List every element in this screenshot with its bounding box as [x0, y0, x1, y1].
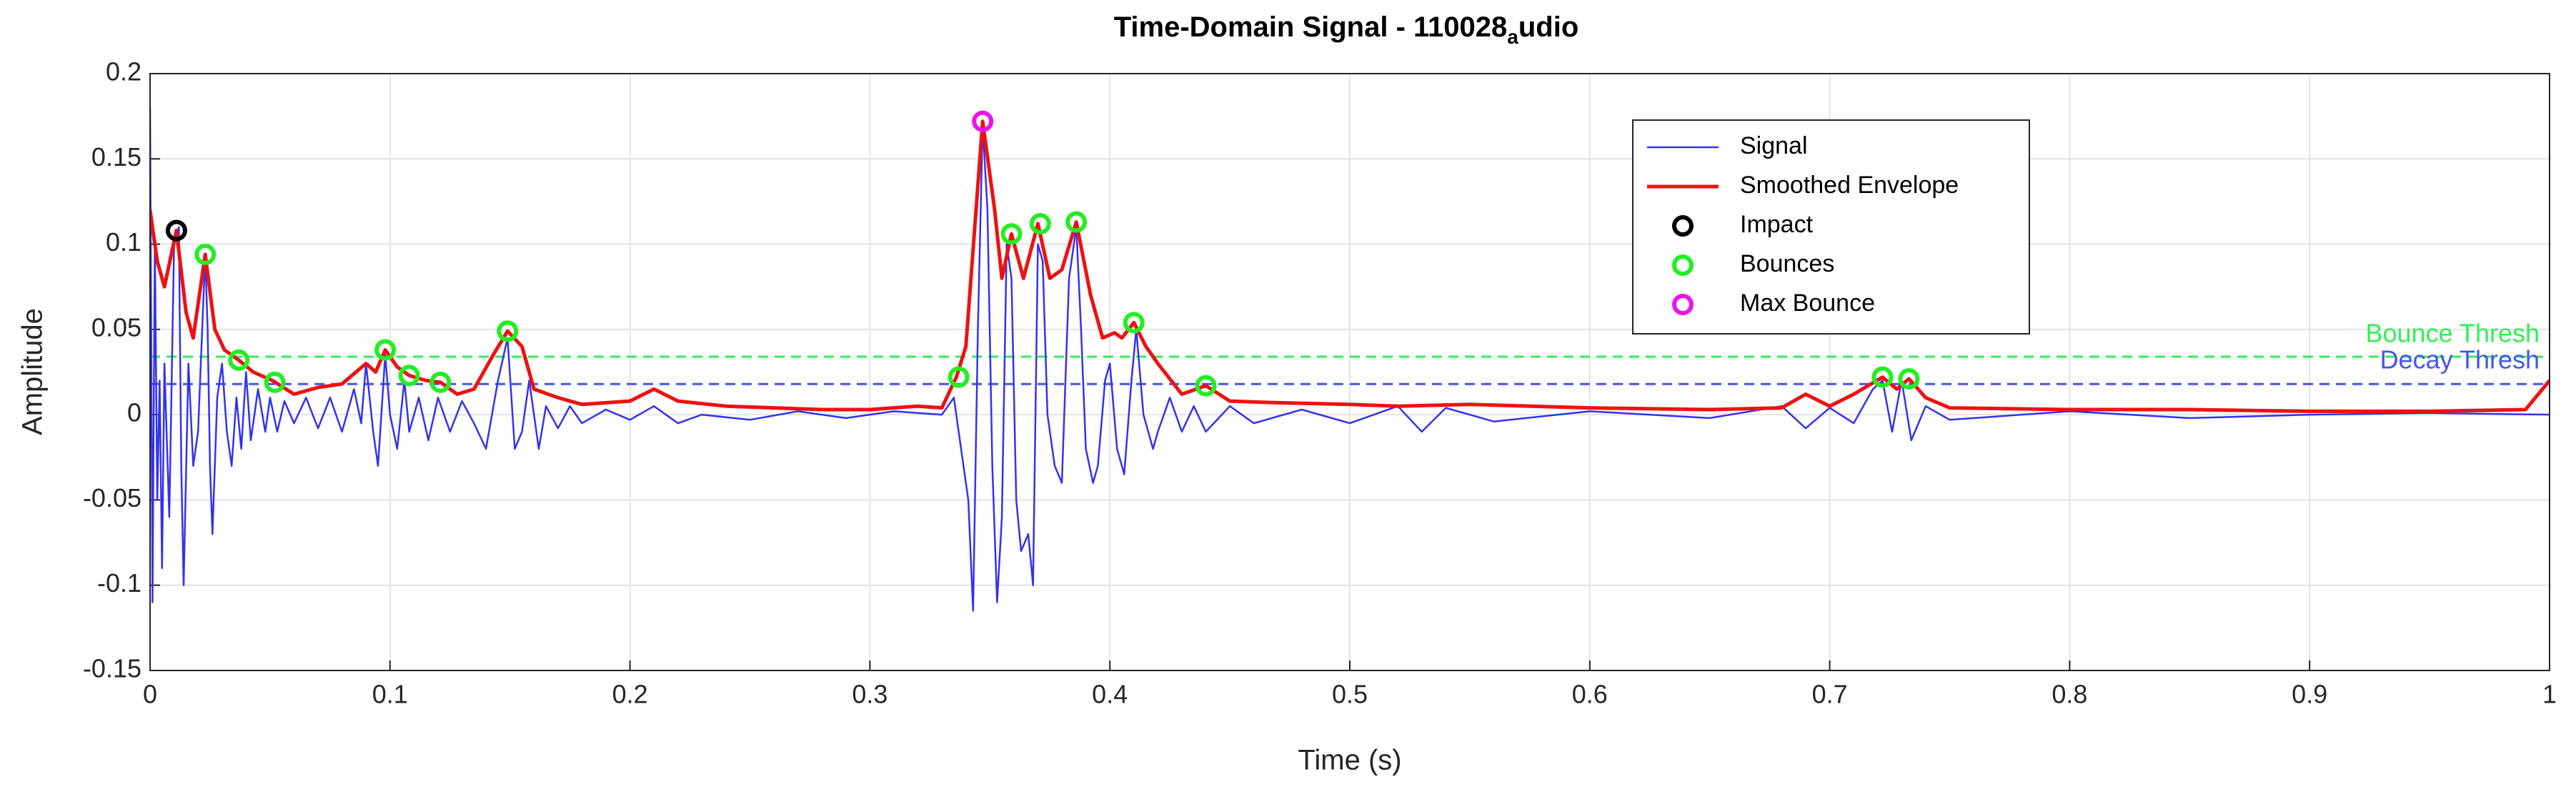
marker — [264, 371, 286, 393]
y-axis-label: Amplitude — [17, 308, 49, 435]
marker — [374, 339, 397, 361]
title-main: Time-Domain Signal - 110028 — [1114, 11, 1508, 43]
x-tick-label: 0.9 — [2292, 680, 2327, 709]
y-tick-label: 0.1 — [106, 227, 141, 257]
legend-label: Signal — [1740, 132, 1808, 159]
x-tick-label: 0 — [143, 680, 157, 709]
y-tick-label: -0.05 — [83, 483, 141, 513]
y-tick-label: 0.05 — [91, 312, 141, 342]
y-tick-label: 0 — [127, 398, 141, 427]
legend-swatch — [1672, 215, 1694, 237]
legend-swatch — [1672, 294, 1694, 315]
x-axis-label: Time (s) — [1298, 745, 1401, 776]
marker — [1029, 212, 1051, 234]
legend-swatch — [1672, 254, 1694, 276]
y-tick-label: -0.1 — [97, 568, 141, 598]
legend-label: Smoothed Envelope — [1740, 172, 1959, 199]
title-tail: udio — [1518, 11, 1578, 43]
x-tick-label: 0.1 — [372, 680, 408, 709]
legend-box — [1632, 119, 2030, 335]
plot-border — [149, 73, 2550, 671]
x-tick-label: 0.8 — [2052, 680, 2087, 709]
marker — [1898, 368, 1920, 390]
y-tick-label: -0.15 — [83, 654, 141, 683]
marker — [194, 243, 217, 265]
marker — [165, 219, 187, 242]
marker — [1871, 366, 1894, 388]
threshold-label: Bounce Thresh — [2366, 319, 2540, 348]
marker — [972, 110, 994, 132]
x-tick-label: 0.6 — [1572, 680, 1608, 709]
x-tick-label: 0.3 — [852, 680, 887, 709]
marker — [1123, 312, 1145, 334]
legend-label: Impact — [1740, 211, 1814, 238]
marker — [1065, 211, 1088, 233]
marker — [1000, 223, 1023, 245]
y-tick-label: 0.2 — [106, 57, 141, 86]
marker — [398, 365, 420, 387]
chart-title: Time-Domain Signal - 110028audio — [1114, 11, 1579, 49]
x-tick-label: 0.2 — [612, 680, 648, 709]
threshold-label: Decay Thresh — [2380, 345, 2540, 375]
marker — [948, 366, 970, 388]
legend-label: Bounces — [1740, 250, 1834, 277]
marker — [497, 320, 519, 342]
legend-label: Max Bounce — [1740, 289, 1875, 317]
x-tick-label: 0.5 — [1332, 680, 1368, 709]
title-subscript: a — [1507, 26, 1518, 48]
x-tick-label: 0.7 — [1812, 680, 1848, 709]
x-tick-label: 1 — [2542, 680, 2557, 709]
y-tick-label: 0.15 — [91, 142, 141, 172]
marker — [429, 371, 452, 393]
x-tick-label: 0.4 — [1092, 680, 1128, 709]
series-line — [150, 119, 2550, 413]
marker — [228, 349, 250, 371]
series-line — [150, 107, 2550, 612]
marker — [1195, 375, 1217, 397]
